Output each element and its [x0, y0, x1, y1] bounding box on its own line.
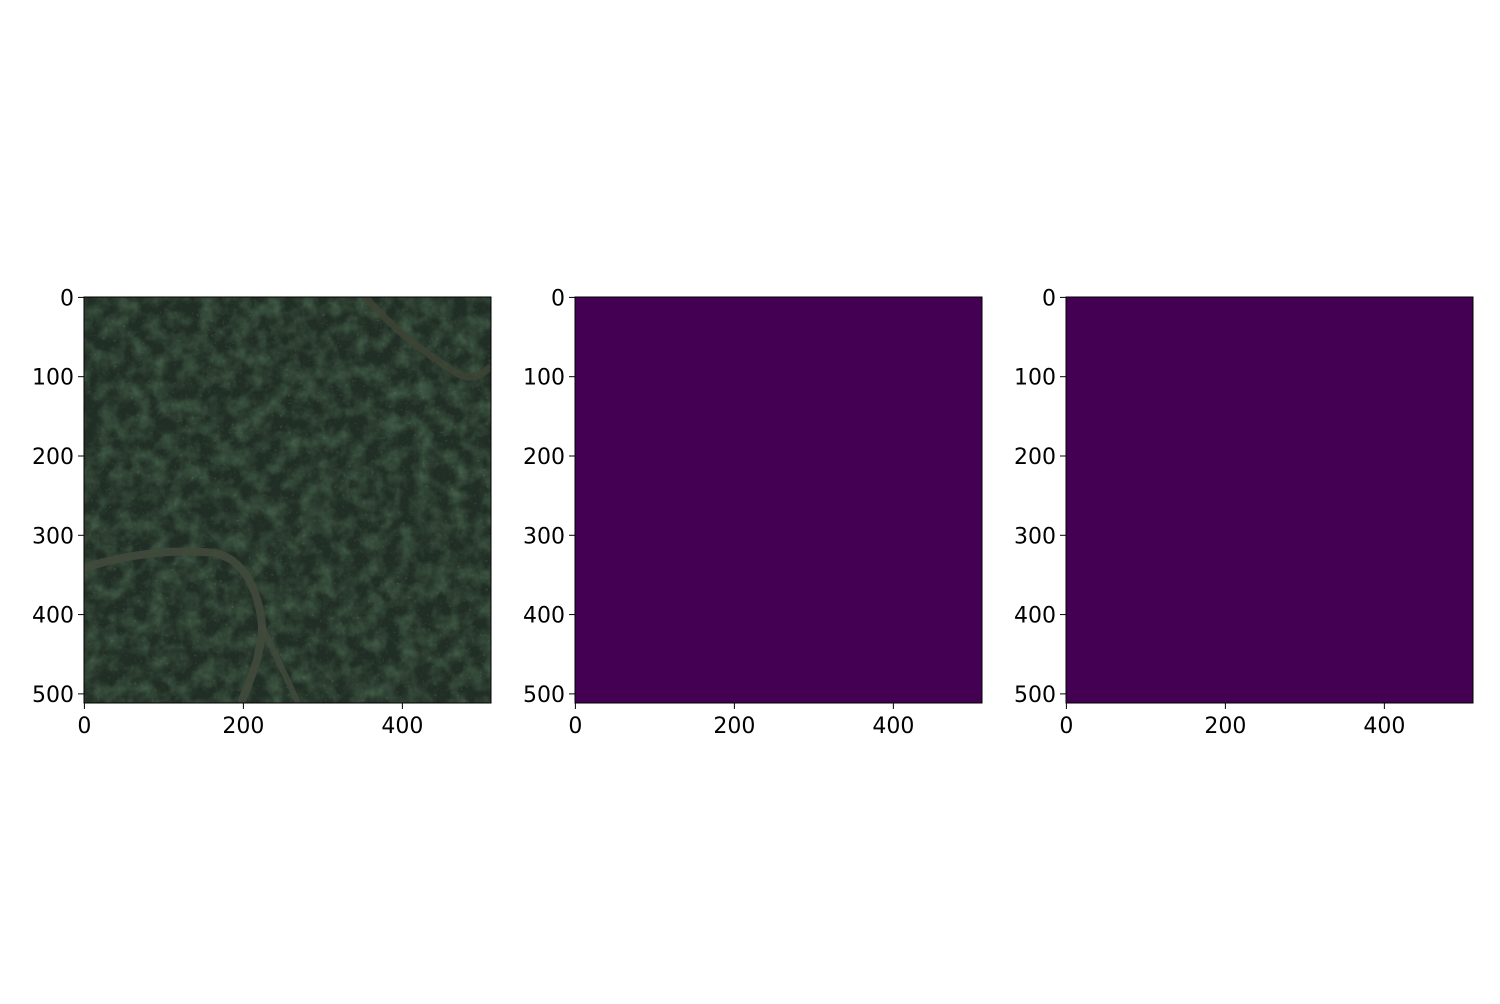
y-tick-label: 400 [1014, 604, 1056, 629]
y-tick-label: 500 [32, 683, 74, 708]
y-tick-label: 0 [551, 286, 565, 311]
axes-frame [83, 296, 492, 704]
y-tick-label: 200 [1014, 445, 1056, 470]
y-tick-label: 400 [32, 604, 74, 629]
x-tick-label: 0 [568, 714, 582, 739]
y-tick-label: 200 [523, 445, 565, 470]
x-tick-label: 200 [713, 714, 755, 739]
mask-image [1065, 296, 1474, 704]
y-tick-label: 100 [1014, 366, 1056, 391]
y-tick-label: 200 [32, 445, 74, 470]
y-tick-label: 100 [32, 366, 74, 391]
x-tick-label: 0 [1059, 714, 1073, 739]
y-tick-label: 300 [32, 524, 74, 549]
y-tick-label: 100 [523, 366, 565, 391]
satellite-image-panel [83, 296, 492, 704]
y-tick-label: 0 [1042, 286, 1056, 311]
y-tick-label: 300 [1014, 524, 1056, 549]
x-tick-label: 200 [1204, 714, 1246, 739]
y-tick-label: 0 [60, 286, 74, 311]
x-tick-label: 400 [381, 714, 423, 739]
x-tick-label: 400 [872, 714, 914, 739]
mask-panel-2 [1065, 296, 1474, 704]
y-tick-label: 400 [523, 604, 565, 629]
y-tick-label: 500 [1014, 683, 1056, 708]
x-tick-label: 400 [1363, 714, 1405, 739]
satellite-image [84, 297, 491, 703]
mask-panel-1 [574, 296, 983, 704]
mask-image [574, 296, 983, 704]
x-tick-label: 200 [222, 714, 264, 739]
x-tick-label: 0 [77, 714, 91, 739]
y-tick-label: 300 [523, 524, 565, 549]
y-tick-label: 500 [523, 683, 565, 708]
